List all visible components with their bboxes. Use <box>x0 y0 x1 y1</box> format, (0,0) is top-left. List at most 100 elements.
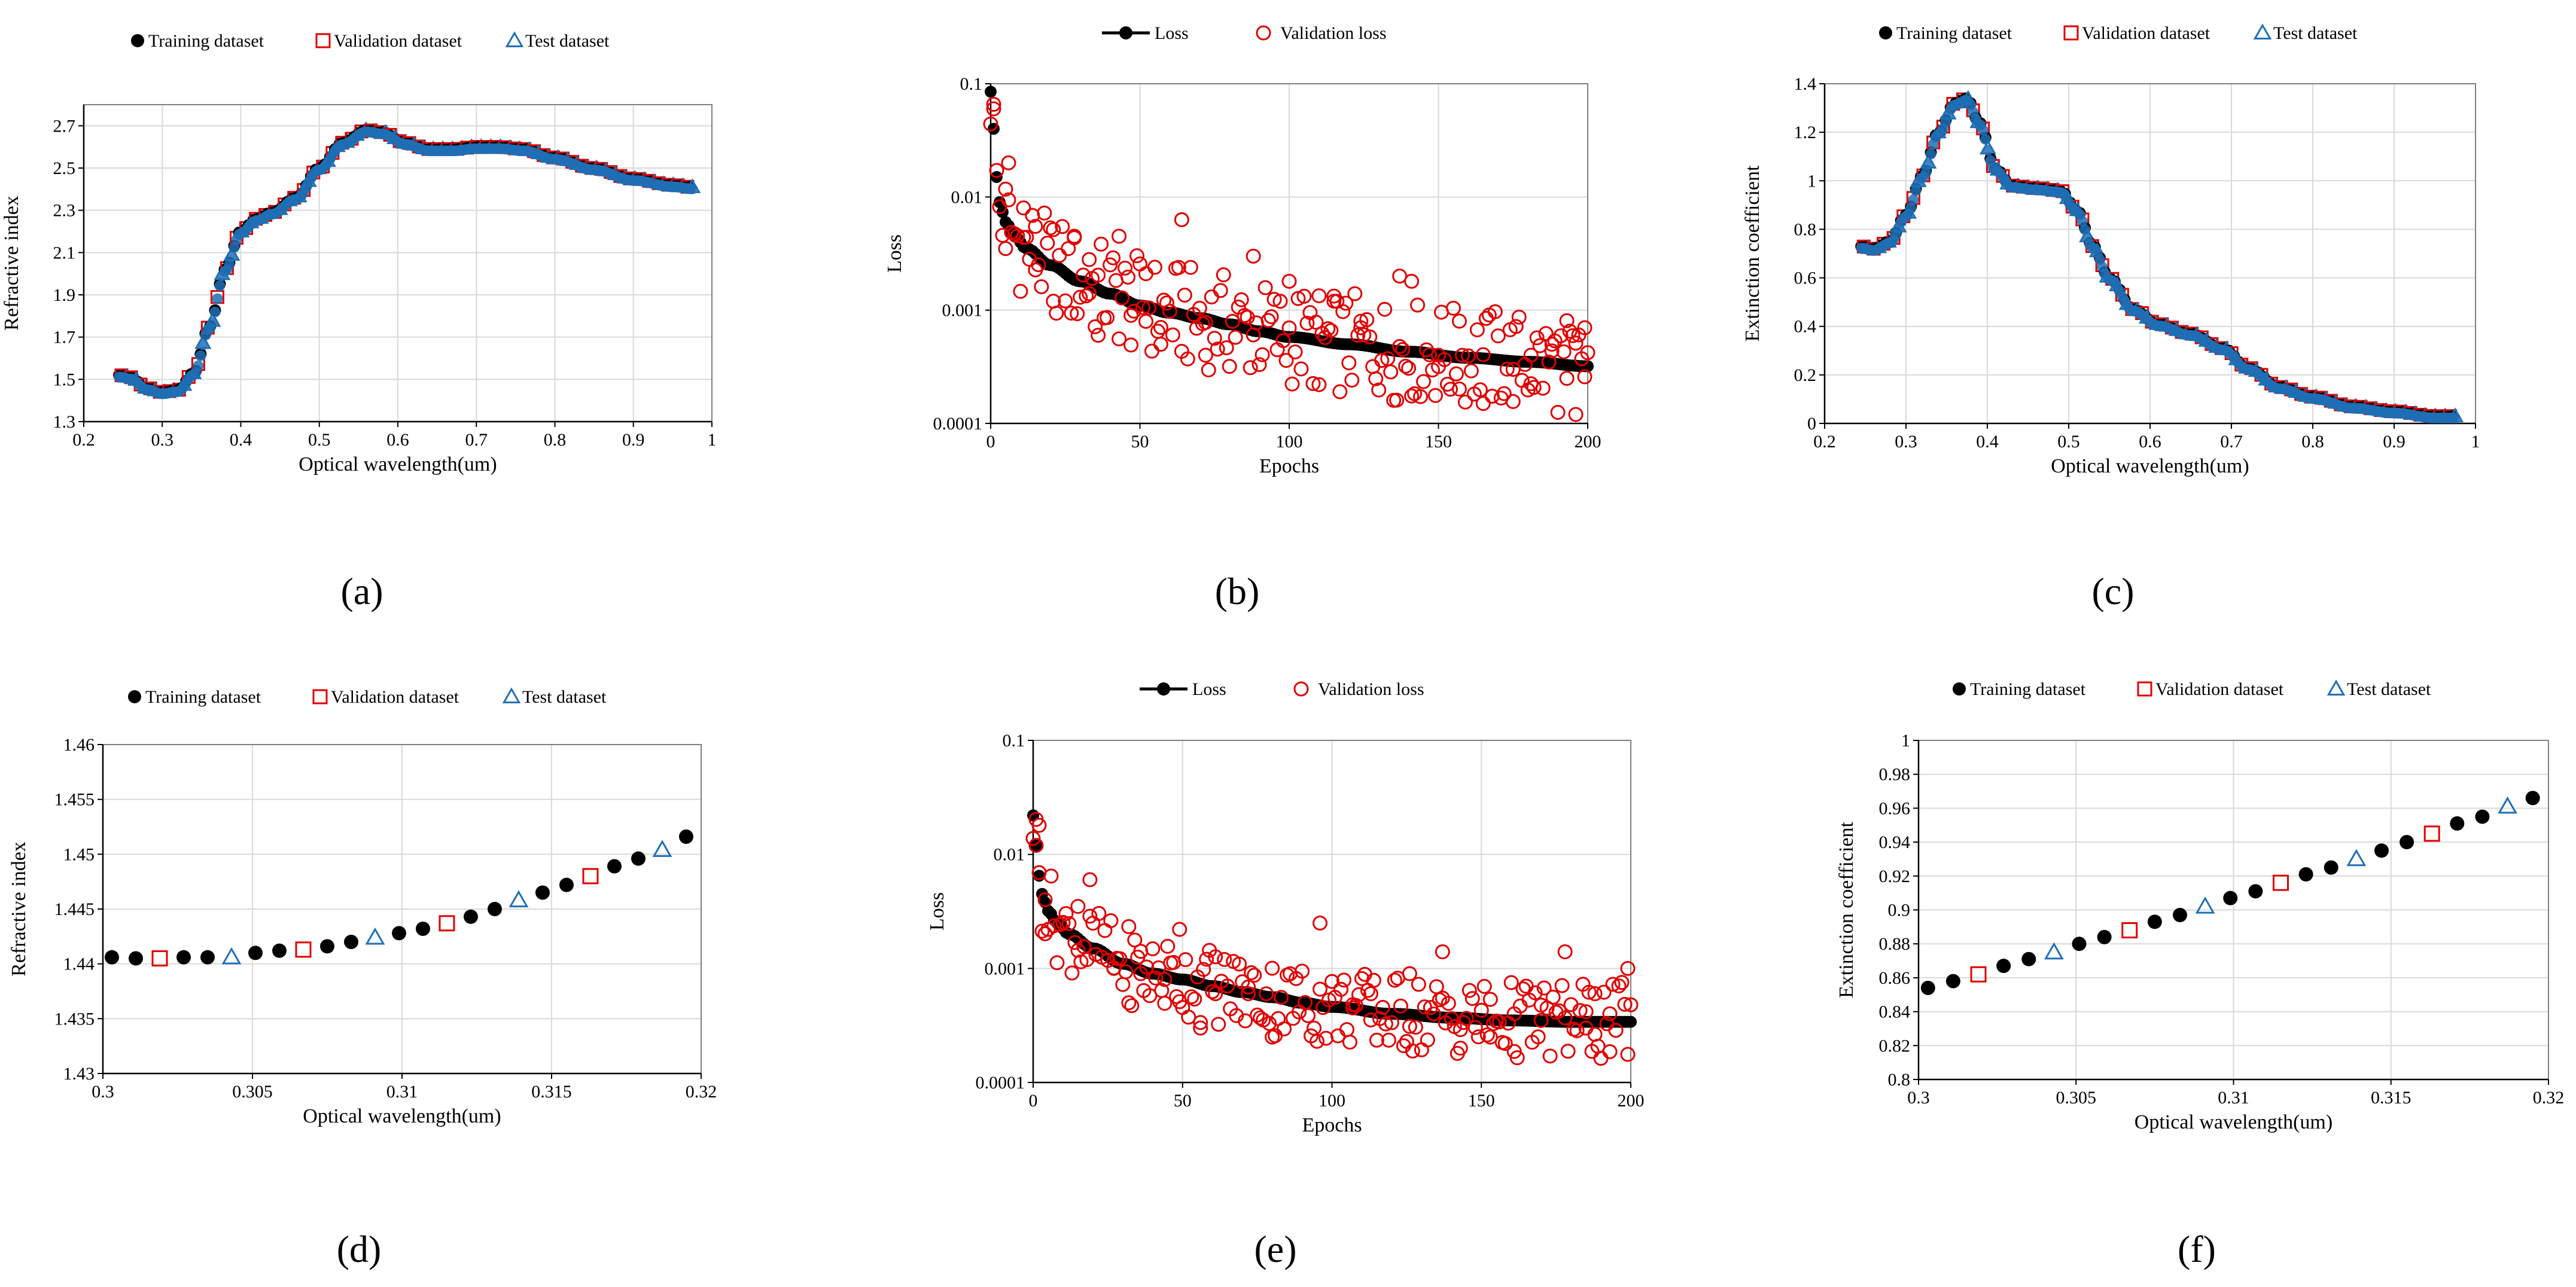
x-tick-label: 0.4 <box>1976 432 1999 452</box>
training-point <box>2097 929 2112 944</box>
y-tick-label: 1 <box>1807 171 1816 191</box>
test-point <box>2044 942 2064 960</box>
validation-loss-point <box>1398 358 1414 374</box>
training-point <box>679 829 693 844</box>
validation-loss-point <box>1514 373 1530 388</box>
legend-label: Validation loss <box>1280 23 1387 43</box>
legend-label: Training dataset <box>145 687 261 707</box>
validation-loss-point <box>1499 361 1515 377</box>
x-axis-title: Optical wavelength(um) <box>303 1105 501 1127</box>
validation-loss-point <box>1473 1002 1489 1018</box>
validation-loss-point <box>1523 347 1539 363</box>
validation-loss-point <box>1220 978 1235 994</box>
validation-loss-point <box>1043 220 1058 236</box>
validation-loss-point <box>1049 955 1065 971</box>
validation-loss-point <box>1578 1020 1594 1036</box>
validation-loss-point <box>1354 971 1369 986</box>
test-point <box>1983 145 1994 156</box>
legend-label: Loss <box>1155 23 1189 43</box>
training-point <box>464 909 478 924</box>
y-tick-label: 0.82 <box>1879 1036 1911 1056</box>
validation-loss-point <box>1505 394 1521 409</box>
validation-loss-point <box>1479 1027 1495 1042</box>
legend-label: Training dataset <box>1970 679 2086 699</box>
validation-loss-point <box>1461 983 1477 998</box>
validation-loss-point <box>1237 307 1252 323</box>
validation-loss-point <box>1557 1010 1573 1026</box>
validation-loss-point <box>1345 1000 1360 1015</box>
legend-marker-training <box>1953 682 1966 696</box>
validation-loss-point <box>1487 304 1503 319</box>
validation-loss-point <box>1362 329 1378 344</box>
legend-label: Validation dataset <box>2155 679 2284 699</box>
chart-panels: 0.2 0.3 0.4 0.5 0.6 0.7 0.8 0.9 1 1.3 1.5 1.7 1.9 2.1… <box>1 23 2564 1270</box>
validation-loss-point <box>1544 343 1560 359</box>
validation-loss-point <box>986 101 1001 117</box>
validation-loss-point <box>1013 283 1028 299</box>
x-tick-label: 0.6 <box>386 430 409 450</box>
x-axis-title: Epochs <box>1302 1114 1362 1136</box>
x-tick-label: 0.3 <box>1895 432 1917 452</box>
validation-loss-point <box>1219 340 1234 356</box>
validation-loss-point <box>1165 327 1180 343</box>
x-tick-label: 200 <box>1575 432 1601 452</box>
validation-loss-point <box>1299 315 1315 331</box>
validation-loss-point <box>1472 382 1488 398</box>
legend-label: Validation dataset <box>2082 23 2210 43</box>
validation-loss-point <box>1049 306 1064 321</box>
validation-loss-point <box>1414 1042 1429 1057</box>
validation-loss-point <box>1046 222 1061 237</box>
validation-loss-point <box>1313 981 1328 997</box>
validation-loss-point <box>1435 944 1450 959</box>
validation-loss-point <box>1091 328 1106 343</box>
training-point <box>320 939 334 954</box>
validation-loss-point <box>1320 321 1336 337</box>
validation-loss-point <box>1213 283 1228 298</box>
validation-loss-point <box>1281 320 1297 336</box>
test-point <box>197 339 209 350</box>
training-point <box>416 922 430 936</box>
training-point <box>2374 843 2389 858</box>
validation-loss-point <box>1135 300 1150 315</box>
validation-loss-point <box>1371 382 1387 398</box>
validation-loss-point <box>1138 313 1153 329</box>
legend-label: Test dataset <box>525 31 610 51</box>
validation-loss-point <box>1511 309 1527 325</box>
y-tick-label: 0 <box>1807 414 1816 434</box>
training-point <box>248 946 263 960</box>
validation-loss-point <box>1016 200 1031 216</box>
training-point <box>2525 791 2540 806</box>
training-point <box>129 951 143 966</box>
training-point <box>1920 980 1935 995</box>
validation-loss-point <box>1307 1020 1322 1036</box>
legend-marker-validation <box>312 689 328 705</box>
validation-loss-point <box>1387 972 1402 988</box>
validation-loss-point <box>1263 309 1279 325</box>
validation-loss-point <box>1260 313 1276 328</box>
training-point <box>2172 908 2187 923</box>
y-tick-label: 0.0001 <box>933 414 983 434</box>
chart-a: 0.2 0.3 0.4 0.5 0.6 0.7 0.8 0.9 1 1.3 1.5 1.7 1.9 2.1… <box>1 31 717 612</box>
x-axis-title: Optical wavelength(um) <box>2051 455 2249 477</box>
validation-loss-point <box>1265 1029 1280 1045</box>
validation-loss-point <box>1475 347 1491 362</box>
validation-loss-point <box>1192 300 1207 316</box>
validation-loss-point <box>1572 1003 1588 1018</box>
validation-loss-point <box>1106 250 1121 266</box>
y-tick-label: 2.5 <box>53 158 76 178</box>
validation-loss-point <box>1082 252 1097 267</box>
validation-loss-point <box>1565 328 1581 343</box>
legend-marker-validation <box>2063 25 2079 41</box>
y-tick-label: 0.8 <box>1794 219 1817 239</box>
validation-loss-point <box>1454 347 1470 363</box>
validation-loss-point <box>1441 996 1456 1011</box>
x-axis-title: Optical wavelength(um) <box>2135 1111 2333 1133</box>
validation-loss-point <box>1133 966 1149 981</box>
validation-loss-point <box>1222 359 1237 374</box>
validation-loss-point <box>1368 371 1384 386</box>
validation-loss-point <box>1198 347 1213 363</box>
y-tick-label: 1.45 <box>63 844 95 864</box>
validation-loss-point <box>1535 380 1551 396</box>
validation-loss-point <box>1058 293 1073 309</box>
x-tick-label: 0.31 <box>386 1082 418 1102</box>
